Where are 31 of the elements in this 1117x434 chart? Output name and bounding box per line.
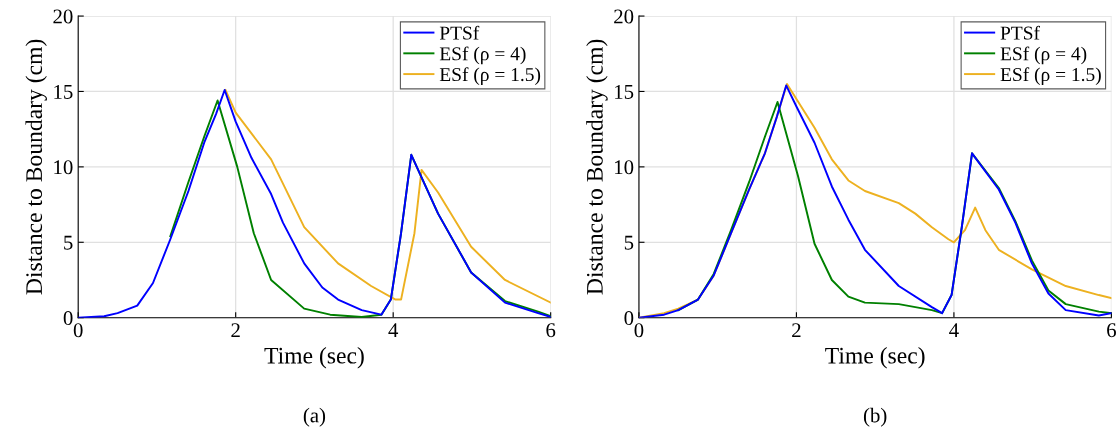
legend-label: ESf (ρ = 4) [1000, 46, 1087, 65]
x-axis-title: Time (sec) [825, 347, 925, 369]
x-tick-label: 2 [792, 323, 801, 338]
x-tick-label: 4 [949, 323, 959, 338]
line-series [224, 88, 551, 304]
y-tick-label: 0 [624, 311, 634, 326]
y-tick-label: 20 [53, 9, 73, 24]
y-tick-label: 10 [615, 160, 634, 175]
x-tick-label: 6 [1107, 323, 1116, 338]
y-tick-label: 0 [63, 311, 73, 326]
legend-label: ESf (ρ = 4) [439, 46, 526, 65]
x-tick-label: 6 [546, 323, 556, 338]
x-tick-label: 4 [388, 323, 399, 338]
y-tick-label: 15 [54, 84, 73, 99]
y-tick-label: 5 [64, 235, 73, 250]
x-tick-label: 0 [73, 323, 83, 338]
x-tick-label: 0 [634, 323, 644, 338]
y-tick-label: 15 [615, 84, 634, 99]
y-tick-label: 10 [54, 160, 73, 175]
x-axis-title: Time (sec) [264, 347, 364, 369]
legend-label: ESf (ρ = 1.5) [1000, 67, 1101, 86]
legend-label: ESf (ρ = 1.5) [439, 67, 541, 86]
text: (a) [303, 407, 326, 427]
x-tick-label: 2 [231, 323, 240, 338]
text: (b) [863, 407, 887, 427]
legend-label: PTSf [439, 25, 480, 40]
y-tick-label: 5 [624, 235, 634, 250]
y-tick-label: 20 [614, 9, 634, 24]
legend-label: PTSf [1000, 25, 1040, 40]
y-axis-title: Distance to Boundary (cm) [25, 39, 47, 295]
y-axis-title: Distance to Boundary (cm) [586, 39, 608, 295]
